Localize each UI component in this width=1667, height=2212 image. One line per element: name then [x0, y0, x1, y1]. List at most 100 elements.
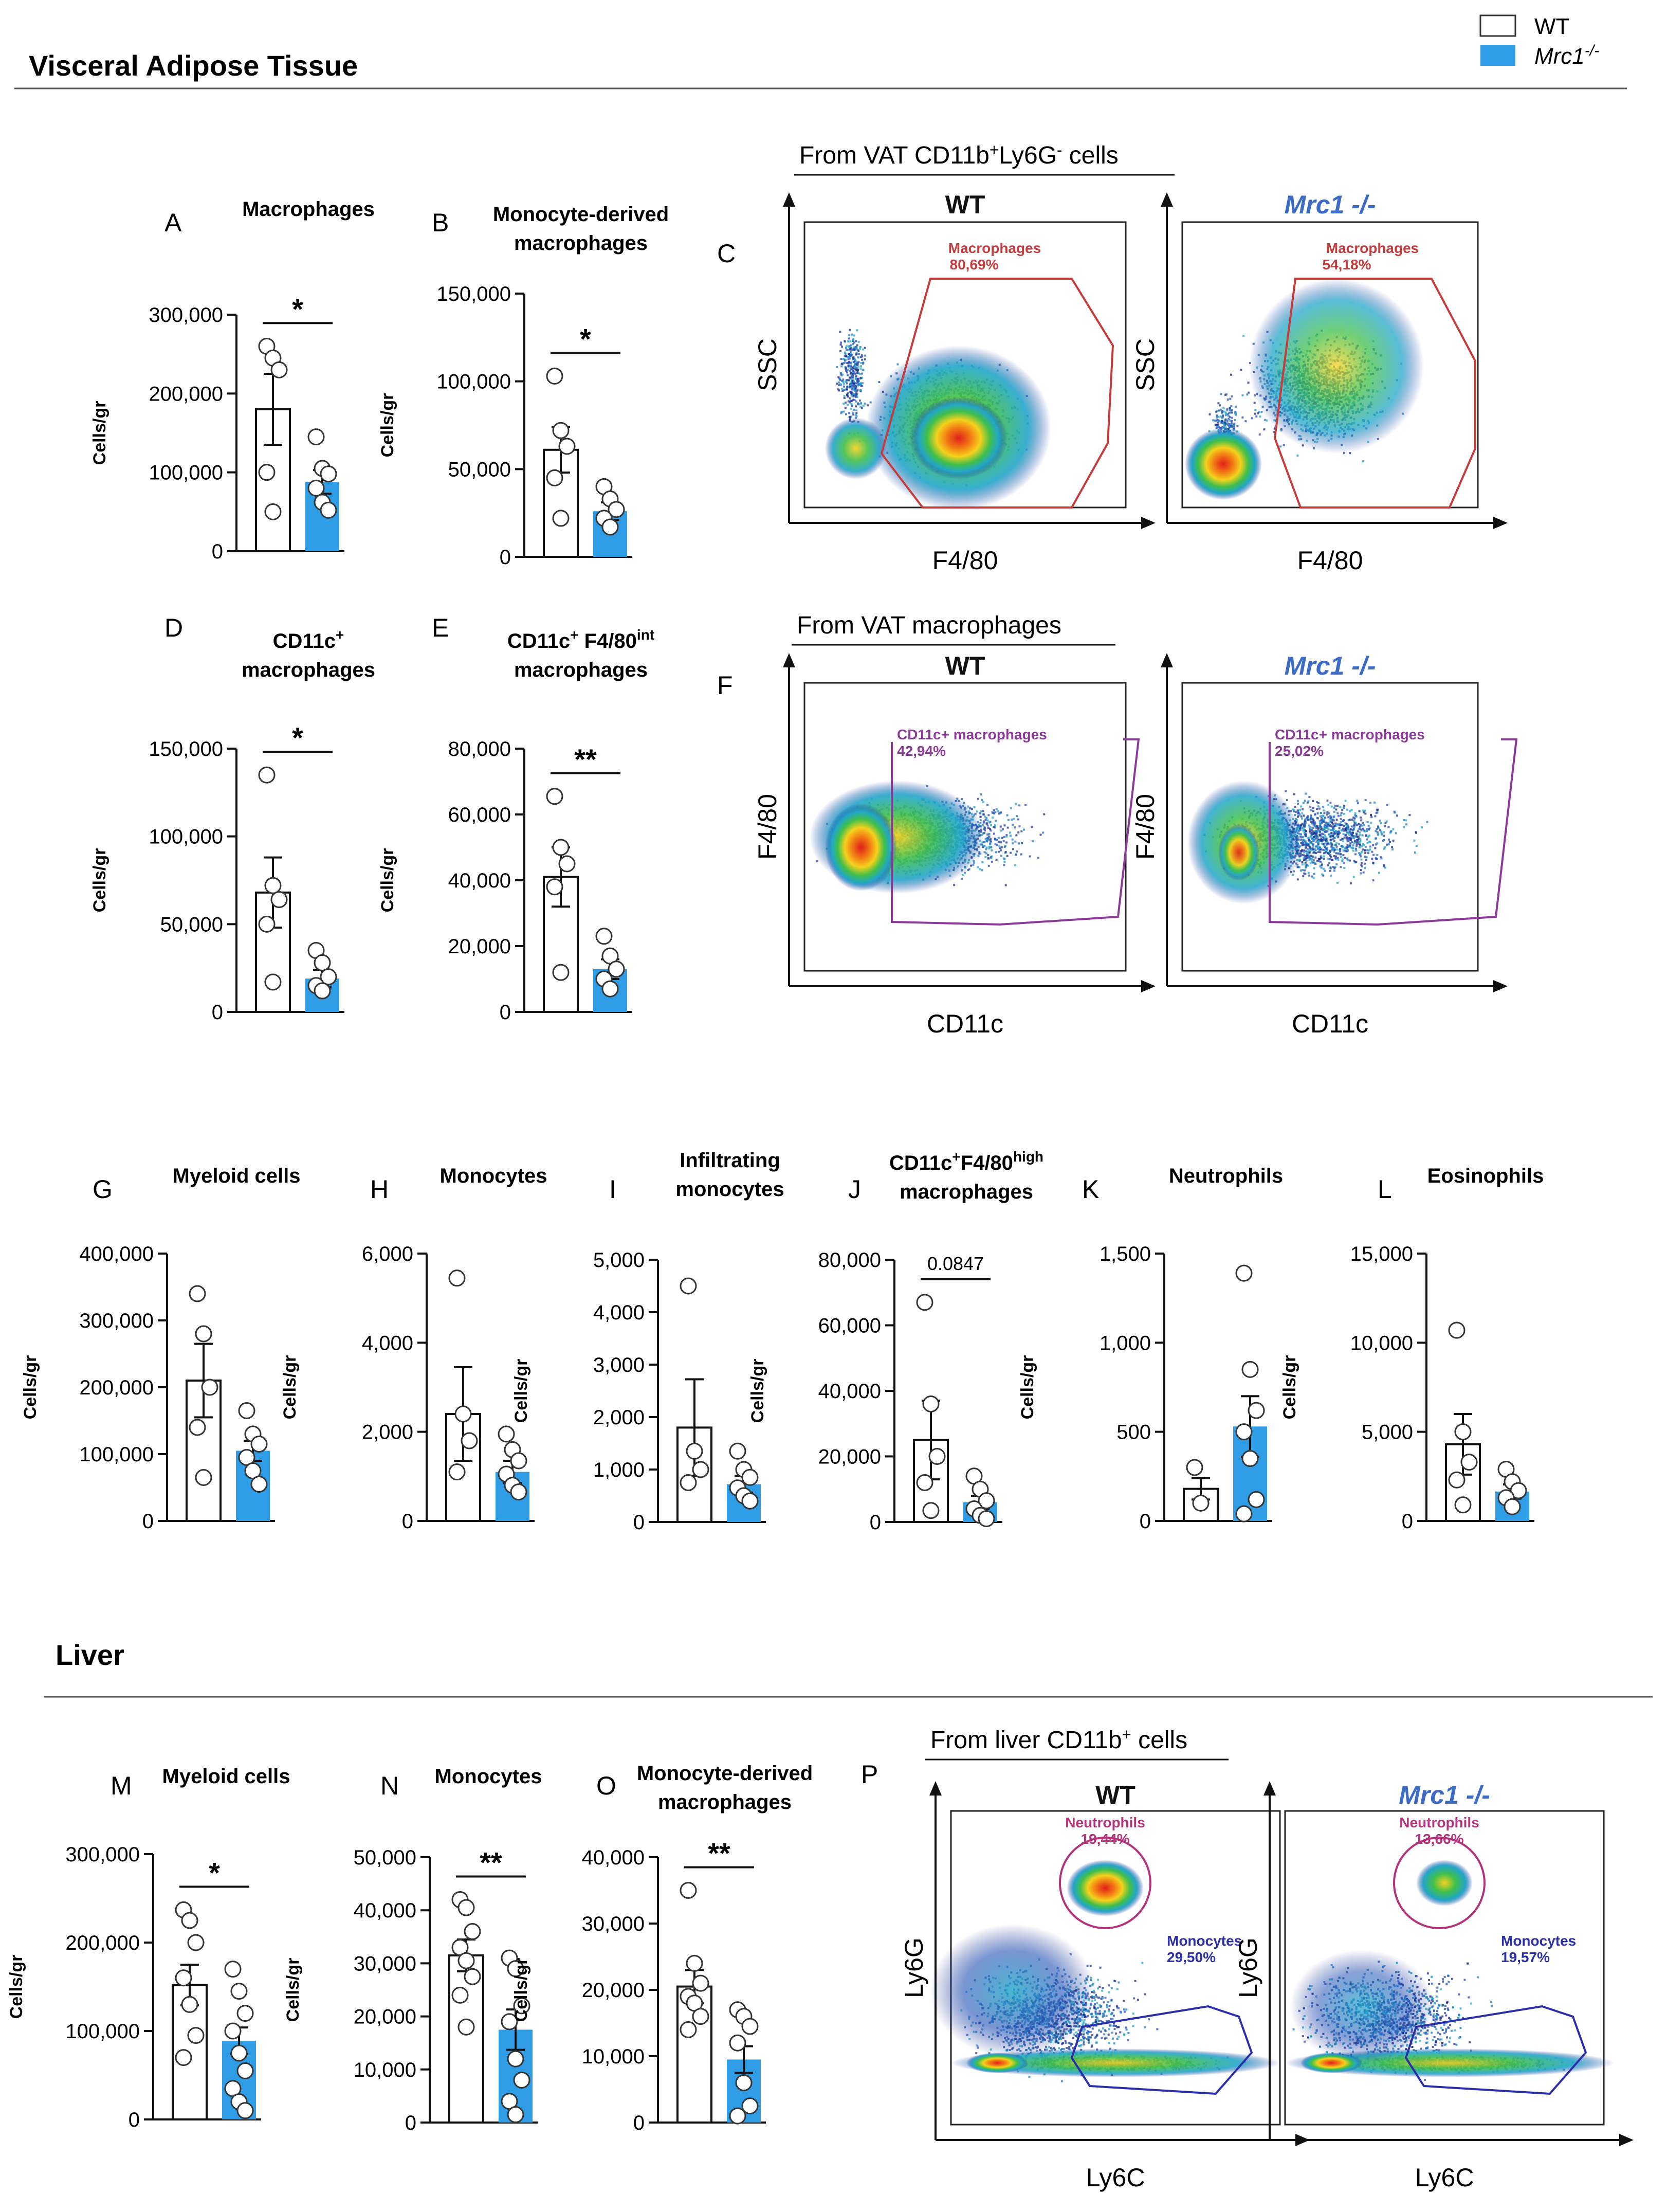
event-dot: [1234, 411, 1237, 414]
event-dot: [856, 372, 858, 374]
x-axis-label: F4/80: [932, 546, 998, 575]
event-dot: [858, 373, 861, 375]
significance-label: *: [292, 721, 303, 754]
event-dot: [851, 380, 854, 382]
data-point: [552, 839, 570, 856]
event-dot: [849, 373, 852, 376]
data-point: [552, 510, 570, 527]
event-dot: [1001, 837, 1003, 839]
event-dot: [982, 810, 984, 812]
event-dot: [993, 812, 996, 814]
y-tick-label: 10,000: [582, 2045, 645, 2068]
event-dot: [1014, 854, 1017, 856]
event-dot: [855, 409, 858, 412]
data-point: [264, 973, 282, 991]
chart-title-line: macrophages: [514, 659, 648, 681]
event-dot: [851, 353, 853, 356]
event-dot: [841, 346, 843, 348]
event-dot: [1241, 416, 1244, 419]
data-point: [922, 1502, 940, 1519]
event-dot: [1247, 382, 1250, 384]
event-dot: [849, 370, 852, 373]
data-point: [978, 1510, 995, 1528]
event-dot: [1010, 851, 1012, 854]
event-dot: [854, 368, 857, 370]
y-tick-label: 0: [212, 1001, 223, 1024]
data-point: [264, 503, 282, 520]
event-dot: [855, 366, 858, 369]
data-point: [320, 501, 337, 519]
event-dot: [851, 385, 854, 387]
event-dot: [853, 385, 855, 388]
event-dot: [1010, 807, 1012, 809]
event-dot: [1220, 421, 1223, 424]
data-point: [250, 1476, 268, 1493]
event-dot: [853, 357, 856, 360]
y-axis-label: Cells/gr: [1018, 1355, 1037, 1420]
event-dot: [1024, 804, 1027, 806]
event-dot: [849, 416, 851, 419]
event-dot: [845, 369, 848, 372]
event-dot: [853, 383, 856, 385]
event-dot: [844, 353, 847, 355]
significance-label: *: [209, 1856, 220, 1889]
event-dot: [856, 379, 858, 382]
event-dot: [981, 813, 984, 815]
event-dot: [851, 381, 854, 384]
event-dot: [850, 372, 852, 374]
event-dot: [1260, 411, 1263, 413]
event-dot: [1231, 420, 1233, 422]
event-dot: [1229, 397, 1232, 400]
event-dot: [1349, 452, 1351, 455]
flow-header: From VAT CD11b+Ly6G- cells: [799, 141, 1119, 169]
event-dot: [857, 361, 860, 364]
event-dot: [845, 413, 847, 415]
event-dot: [1006, 855, 1009, 857]
event-dot: [856, 362, 859, 365]
data-point: [501, 2013, 518, 2030]
event-dot: [856, 369, 859, 371]
event-dot: [1283, 444, 1285, 446]
x-axis-label: CD11c: [927, 1009, 1003, 1038]
event-dot: [862, 405, 865, 407]
data-point: [270, 891, 288, 909]
y-tick-label: 200,000: [65, 1932, 140, 1954]
event-dot: [847, 340, 850, 343]
event-dot: [999, 849, 1002, 851]
event-dot: [845, 361, 848, 364]
event-dot: [1228, 418, 1230, 420]
bar-chart-E: E CD11c+ F4/80intmacrophagesCells/gr020,0…: [378, 613, 654, 1024]
event-dot: [854, 388, 857, 391]
event-dot: [858, 384, 860, 386]
bar-chart-D: D CD11c+macrophagesCells/gr050,000100,000…: [90, 613, 375, 1024]
panel-letter: G: [93, 1175, 113, 1204]
event-dot: [1229, 415, 1231, 418]
y-tick-label: 1,000: [1100, 1332, 1151, 1354]
event-dot: [993, 826, 995, 828]
event-dot: [855, 353, 858, 355]
data-point: [595, 928, 613, 945]
density-cluster: [1185, 428, 1262, 500]
event-dot: [864, 358, 866, 360]
event-dot: [856, 344, 858, 347]
y-tick-label: 0: [633, 1511, 645, 1534]
event-dot: [990, 829, 992, 832]
y-tick-label: 50,000: [354, 1846, 416, 1869]
data-point: [1235, 1423, 1253, 1441]
event-dot: [853, 371, 856, 373]
event-dot: [1220, 408, 1222, 411]
event-dot: [840, 372, 842, 374]
y-axis-label: Cells/gr: [748, 1359, 767, 1423]
event-dot: [984, 815, 986, 818]
event-dot: [981, 861, 984, 863]
y-tick-label: 200,000: [79, 1376, 154, 1399]
y-tick-label: 0: [212, 540, 223, 563]
event-dot: [980, 793, 982, 795]
event-dot: [1216, 414, 1218, 417]
event-dot: [857, 341, 860, 343]
event-dot: [844, 355, 846, 357]
event-dot: [1014, 826, 1016, 829]
event-dot: [844, 351, 846, 354]
data-point: [1504, 1498, 1521, 1515]
event-dot: [855, 395, 857, 398]
